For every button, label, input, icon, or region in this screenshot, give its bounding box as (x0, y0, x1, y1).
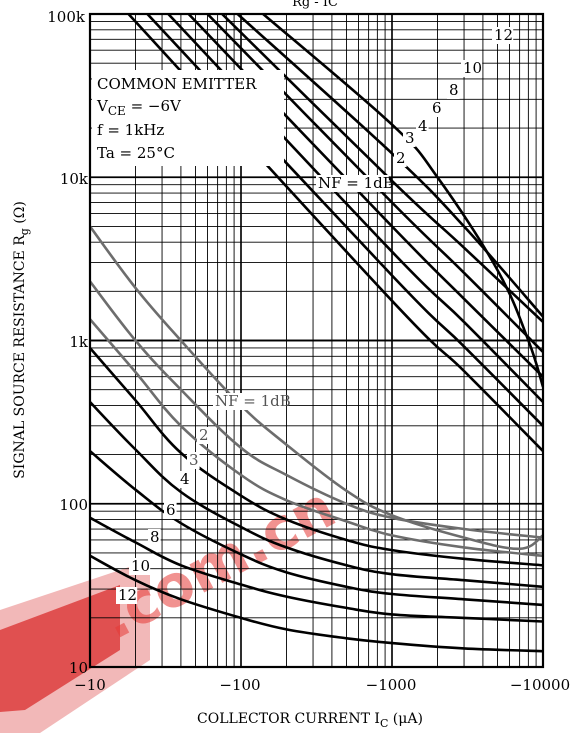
upper-curve-label-1-bg (394, 150, 407, 167)
lower-curve-label-3: 4 (180, 470, 190, 488)
lower-curve-label-0-bg (213, 393, 286, 410)
lower-curve-label-6: 10 (131, 557, 150, 575)
lower-curve-label-1-bg (197, 427, 210, 444)
lower-curve-label-4-bg (164, 502, 177, 519)
lower-series-group (90, 225, 543, 653)
lower-curve-label-7: 12 (118, 586, 137, 604)
x-tick-label-100: −100 (219, 676, 260, 694)
condition-common-emitter: COMMON EMITTER (97, 75, 257, 93)
lower-series-6dB (90, 401, 543, 589)
lower-curve-label-2-bg (187, 452, 200, 469)
lower-curve-label-5: 8 (150, 528, 160, 546)
x-tick-labels: −10 −100 −1000 −10000 (74, 676, 570, 694)
chart-title: Rg - IC (292, 0, 338, 10)
upper-curve-label-3: 4 (418, 117, 428, 135)
upper-curve-label-4-bg (430, 100, 443, 117)
condition-temperature: Ta = 25°C (97, 144, 175, 162)
upper-curve-label-6-bg (461, 60, 483, 77)
lower-curve-label-7-bg (116, 587, 138, 604)
upper-curve-label-3-bg (416, 118, 429, 135)
upper-series-1dB (262, 14, 543, 388)
lower-series-8dB (90, 450, 543, 607)
upper-curve-label-0-bg (316, 175, 389, 192)
upper-curve-label-0: NF = 1dB (318, 174, 394, 192)
lower-curve-label-3-bg (178, 471, 191, 488)
y-tick-label-100k: 100k (47, 8, 86, 26)
upper-curve-label-7: 12 (494, 26, 513, 44)
lower-curve-label-6-bg (129, 558, 151, 575)
upper-curve-label-2: 3 (405, 129, 415, 147)
upper-curve-label-5: 8 (449, 81, 459, 99)
lower-curve-label-2: 3 (189, 451, 199, 469)
x-tick-label-10000: −10000 (510, 676, 570, 694)
y-tick-labels: 100k 10k 1k 100 10 (47, 8, 89, 677)
x-tick-label-10: −10 (74, 676, 106, 694)
lower-series-4dB (90, 347, 543, 567)
x-axis-title: COLLECTOR CURRENT IC (μA) (197, 711, 423, 730)
plot-frame (88, 12, 545, 669)
upper-curve-label-4: 6 (432, 99, 442, 117)
lower-series-10dB (90, 516, 543, 623)
lower-curve-label-4: 6 (166, 501, 176, 519)
y-tick-label-10k: 10k (60, 170, 89, 188)
y-tick-label-100: 100 (59, 496, 88, 514)
lower-curve-label-0: NF = 1dB (215, 392, 291, 410)
upper-curve-label-2-bg (403, 130, 416, 147)
upper-curve-label-6: 10 (463, 59, 482, 77)
condition-vce: VCE = −6V (96, 97, 182, 118)
x-tick-label-1000: −1000 (366, 676, 417, 694)
y-tick-label-1k: 1k (69, 333, 89, 351)
y-tick-label-10: 10 (69, 659, 88, 677)
lower-series-3dB (90, 318, 543, 558)
lower-curve-label-1: 2 (199, 426, 209, 444)
upper-series-6dB (187, 14, 543, 378)
upper-series-2dB (236, 14, 543, 318)
lower-curve-label-5-bg (148, 529, 161, 546)
condition-frequency: f = 1kHz (97, 121, 164, 139)
conditions-box: COMMON EMITTER VCE = −6V f = 1kHz Ta = 2… (92, 70, 284, 166)
upper-curve-label-5-bg (447, 82, 460, 99)
upper-curve-label-7-bg (492, 27, 514, 44)
lower-series-2dB (90, 280, 543, 539)
y-axis-title: SIGNAL SOURCE RESISTANCE Rg (Ω) (12, 201, 31, 479)
upper-curve-label-1: 2 (396, 149, 406, 167)
lower-series-12dB (90, 554, 543, 653)
lower-series-1dB (90, 225, 543, 551)
